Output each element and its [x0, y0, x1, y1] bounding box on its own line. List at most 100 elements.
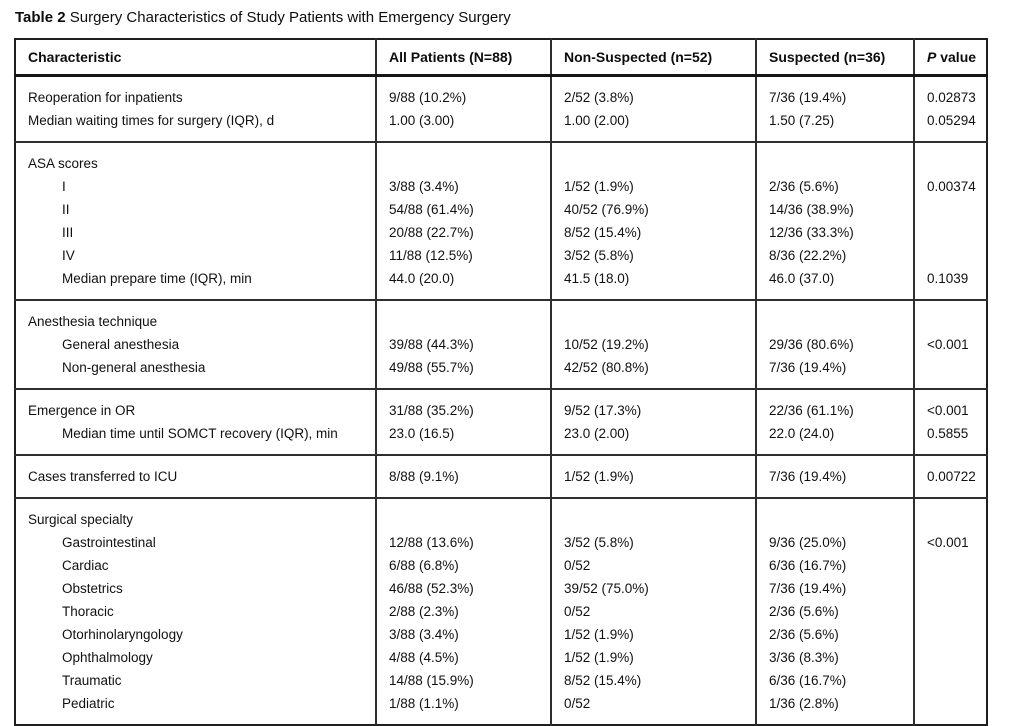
table-row: Median time until SOMCT recovery (IQR), … — [15, 422, 987, 455]
suspected-cell: 8/36 (22.2%) — [755, 244, 914, 267]
surgery-characteristics-table: Characteristic All Patients (N=88) Non-Sus… — [14, 38, 988, 726]
all-patients-cell — [375, 300, 551, 333]
characteristic-label-cell: Anesthesia technique — [28, 314, 158, 329]
table-section: Reoperation for inpatients 9/88 (10.2%) 2/… — [15, 75, 987, 142]
characteristic-label-cell: Traumatic — [62, 673, 122, 688]
all-patients-cell: 46/88 (52.3%) — [375, 577, 551, 600]
non-suspected-cell: 1/52 (1.9%) — [550, 455, 756, 498]
characteristic-label-cell: Gastrointestinal — [62, 535, 156, 550]
all-patients-cell: 14/88 (15.9%) — [375, 669, 551, 692]
characteristic-label-cell: Cases transferred to ICU — [28, 469, 178, 484]
p-value-cell: 0.05294 — [913, 109, 987, 142]
suspected-cell: 46.0 (37.0) — [755, 267, 914, 300]
table-section: Anesthesia technique General anesthesia 39… — [15, 300, 987, 389]
p-value-cell — [913, 142, 987, 175]
table-row: Otorhinolaryngology 3/88 (3.4%) 1/52 (1.9%… — [15, 623, 987, 646]
all-patients-cell: 4/88 (4.5%) — [375, 646, 551, 669]
table-row: Non-general anesthesia 49/88 (55.7%) 42/52… — [15, 356, 987, 389]
characteristic-label-cell: ASA scores — [28, 156, 98, 171]
characteristic-label-cell: Reoperation for inpatients — [28, 90, 183, 105]
table-section: Cases transferred to ICU 8/88 (9.1%) 1/52 … — [15, 455, 987, 498]
non-suspected-cell: 3/52 (5.8%) — [550, 531, 756, 554]
table-row: Cases transferred to ICU 8/88 (9.1%) 1/52 … — [15, 455, 987, 498]
suspected-cell: 14/36 (38.9%) — [755, 198, 914, 221]
p-value-cell: <0.001 — [913, 389, 987, 422]
all-patients-cell: 3/88 (3.4%) — [375, 623, 551, 646]
suspected-cell: 3/36 (8.3%) — [755, 646, 914, 669]
table-row: Traumatic 14/88 (15.9%) 8/52 (15.4%) 6/36 (… — [15, 669, 987, 692]
non-suspected-cell — [550, 142, 756, 175]
non-suspected-cell: 1/52 (1.9%) — [550, 646, 756, 669]
table-row: General anesthesia 39/88 (44.3%) 10/52 (19… — [15, 333, 987, 356]
table-row: Thoracic 2/88 (2.3%) 0/52 2/36 (5.6%) — [15, 600, 987, 623]
characteristic-label-cell: Pediatric — [62, 696, 115, 711]
table-row: Cardiac 6/88 (6.8%) 0/52 6/36 (16.7%) — [15, 554, 987, 577]
p-value-cell — [913, 198, 987, 221]
all-patients-cell: 1/88 (1.1%) — [375, 692, 551, 725]
p-value-cell — [913, 300, 987, 333]
non-suspected-cell: 10/52 (19.2%) — [550, 333, 756, 356]
non-suspected-cell: 1.00 (2.00) — [550, 109, 756, 142]
non-suspected-cell: 0/52 — [550, 692, 756, 725]
non-suspected-cell: 1/52 (1.9%) — [550, 175, 756, 198]
non-suspected-cell: 41.5 (18.0) — [550, 267, 756, 300]
non-suspected-cell: 42/52 (80.8%) — [550, 356, 756, 389]
p-italic: P — [927, 49, 937, 65]
suspected-cell — [755, 300, 914, 333]
non-suspected-cell: 40/52 (76.9%) — [550, 198, 756, 221]
p-value-cell — [913, 600, 987, 623]
non-suspected-cell: 0/52 — [550, 600, 756, 623]
suspected-cell: 2/36 (5.6%) — [755, 623, 914, 646]
characteristic-label-cell: III — [62, 225, 74, 240]
characteristic-label-cell: II — [62, 202, 70, 217]
non-suspected-cell: 0/52 — [550, 554, 756, 577]
all-patients-cell: 39/88 (44.3%) — [375, 333, 551, 356]
table-section: Surgical specialty Gastrointestinal 12/88 … — [15, 498, 987, 725]
all-patients-cell: 2/88 (2.3%) — [375, 600, 551, 623]
caption-text: Surgery Characteristics of Study Patient… — [65, 9, 511, 26]
p-value-cell — [913, 692, 987, 725]
table-row: Ophthalmology 4/88 (4.5%) 1/52 (1.9%) 3/36 … — [15, 646, 987, 669]
suspected-cell: 2/36 (5.6%) — [755, 600, 914, 623]
suspected-cell: 7/36 (19.4%) — [755, 577, 914, 600]
non-suspected-cell: 1/52 (1.9%) — [550, 623, 756, 646]
p-value-cell — [913, 577, 987, 600]
p-value-cell: 0.00722 — [913, 455, 987, 498]
table-row: Reoperation for inpatients 9/88 (10.2%) 2/… — [15, 75, 987, 109]
suspected-cell: 2/36 (5.6%) — [755, 175, 914, 198]
characteristic-label-cell: Emergence in OR — [28, 403, 136, 418]
characteristic-label-cell: Surgical specialty — [28, 512, 134, 527]
non-suspected-cell — [550, 300, 756, 333]
table-row: Median waiting times for surgery (IQR), … — [15, 109, 987, 142]
p-value-cell — [913, 646, 987, 669]
table-row: III 20/88 (22.7%) 8/52 (15.4%) 12/36 (33.3%… — [15, 221, 987, 244]
suspected-cell: 9/36 (25.0%) — [755, 531, 914, 554]
suspected-cell: 7/36 (19.4%) — [755, 356, 914, 389]
p-value-cell — [913, 554, 987, 577]
suspected-cell: 1.50 (7.25) — [755, 109, 914, 142]
p-value-cell — [913, 623, 987, 646]
p-value-cell — [913, 356, 987, 389]
suspected-cell: 22/36 (61.1%) — [755, 389, 914, 422]
all-patients-cell: 44.0 (20.0) — [375, 267, 551, 300]
table-section: ASA scores I 3/88 (3.4%) 1/52 (1.9%) 2/36 (5… — [15, 142, 987, 300]
table-section: Emergence in OR 31/88 (35.2%) 9/52 (17.3%)… — [15, 389, 987, 455]
p-value-cell: <0.001 — [913, 333, 987, 356]
p-value-cell: <0.001 — [913, 531, 987, 554]
table-row: Surgical specialty — [15, 498, 987, 531]
characteristic-label-cell: Median waiting times for surgery (IQR), … — [28, 113, 275, 128]
characteristic-label-cell: Median time until SOMCT recovery (IQR), … — [62, 426, 338, 441]
characteristic-label-cell: Ophthalmology — [62, 650, 153, 665]
all-patients-cell: 11/88 (12.5%) — [375, 244, 551, 267]
p-value-cell — [913, 498, 987, 531]
column-header: Suspected (n=36) — [755, 39, 914, 77]
suspected-cell: 6/36 (16.7%) — [755, 669, 914, 692]
suspected-cell: 7/36 (19.4%) — [755, 75, 914, 109]
all-patients-cell: 8/88 (9.1%) — [375, 455, 551, 498]
table-row: Obstetrics 46/88 (52.3%) 39/52 (75.0%) 7/36… — [15, 577, 987, 600]
characteristic-label-cell: General anesthesia — [62, 337, 180, 352]
p-value-cell: 0.02873 — [913, 75, 987, 109]
suspected-cell: 22.0 (24.0) — [755, 422, 914, 455]
table-row: II 54/88 (61.4%) 40/52 (76.9%) 14/36 (38.9%… — [15, 198, 987, 221]
table-row: I 3/88 (3.4%) 1/52 (1.9%) 2/36 (5.6%) 0.0037… — [15, 175, 987, 198]
